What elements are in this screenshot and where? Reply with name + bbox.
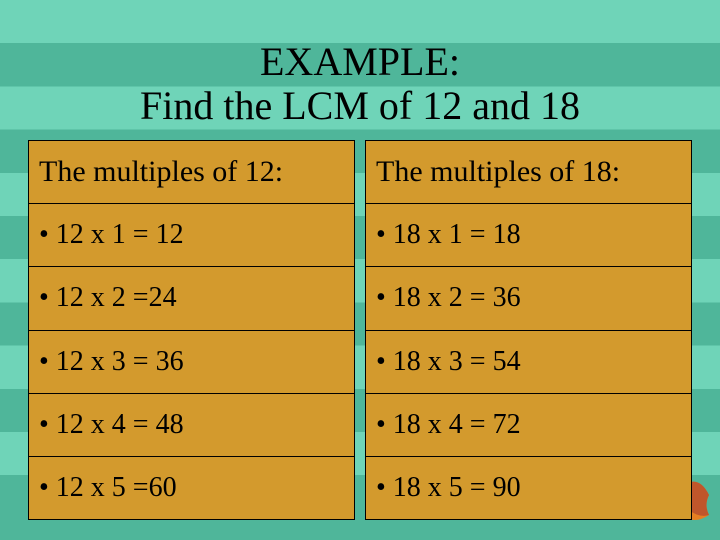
- table-row: • 12 x 4 = 48: [29, 394, 354, 457]
- title-line-1: EXAMPLE:: [260, 39, 460, 84]
- column-12-header: The multiples of 12:: [29, 141, 354, 204]
- table-row: • 18 x 4 = 72: [366, 394, 691, 457]
- table-row: • 12 x 1 = 12: [29, 204, 354, 267]
- title-line-2: Find the LCM of 12 and 18: [140, 83, 580, 128]
- column-12: The multiples of 12: • 12 x 1 = 12 • 12 …: [28, 140, 355, 520]
- multiples-table: The multiples of 12: • 12 x 1 = 12 • 12 …: [28, 140, 692, 520]
- table-row: • 18 x 5 = 90: [366, 457, 691, 520]
- table-row: • 18 x 2 = 36: [366, 267, 691, 330]
- slide: EXAMPLE: Find the LCM of 12 and 18 The m…: [0, 0, 720, 540]
- table-row: • 18 x 3 = 54: [366, 331, 691, 394]
- table-row: • 12 x 3 = 36: [29, 331, 354, 394]
- table-row: • 18 x 1 = 18: [366, 204, 691, 267]
- slide-title: EXAMPLE: Find the LCM of 12 and 18: [28, 40, 692, 128]
- column-18: The multiples of 18: • 18 x 1 = 18 • 18 …: [365, 140, 692, 520]
- column-18-header: The multiples of 18:: [366, 141, 691, 204]
- table-row: • 12 x 2 =24: [29, 267, 354, 330]
- table-row: • 12 x 5 =60: [29, 457, 354, 520]
